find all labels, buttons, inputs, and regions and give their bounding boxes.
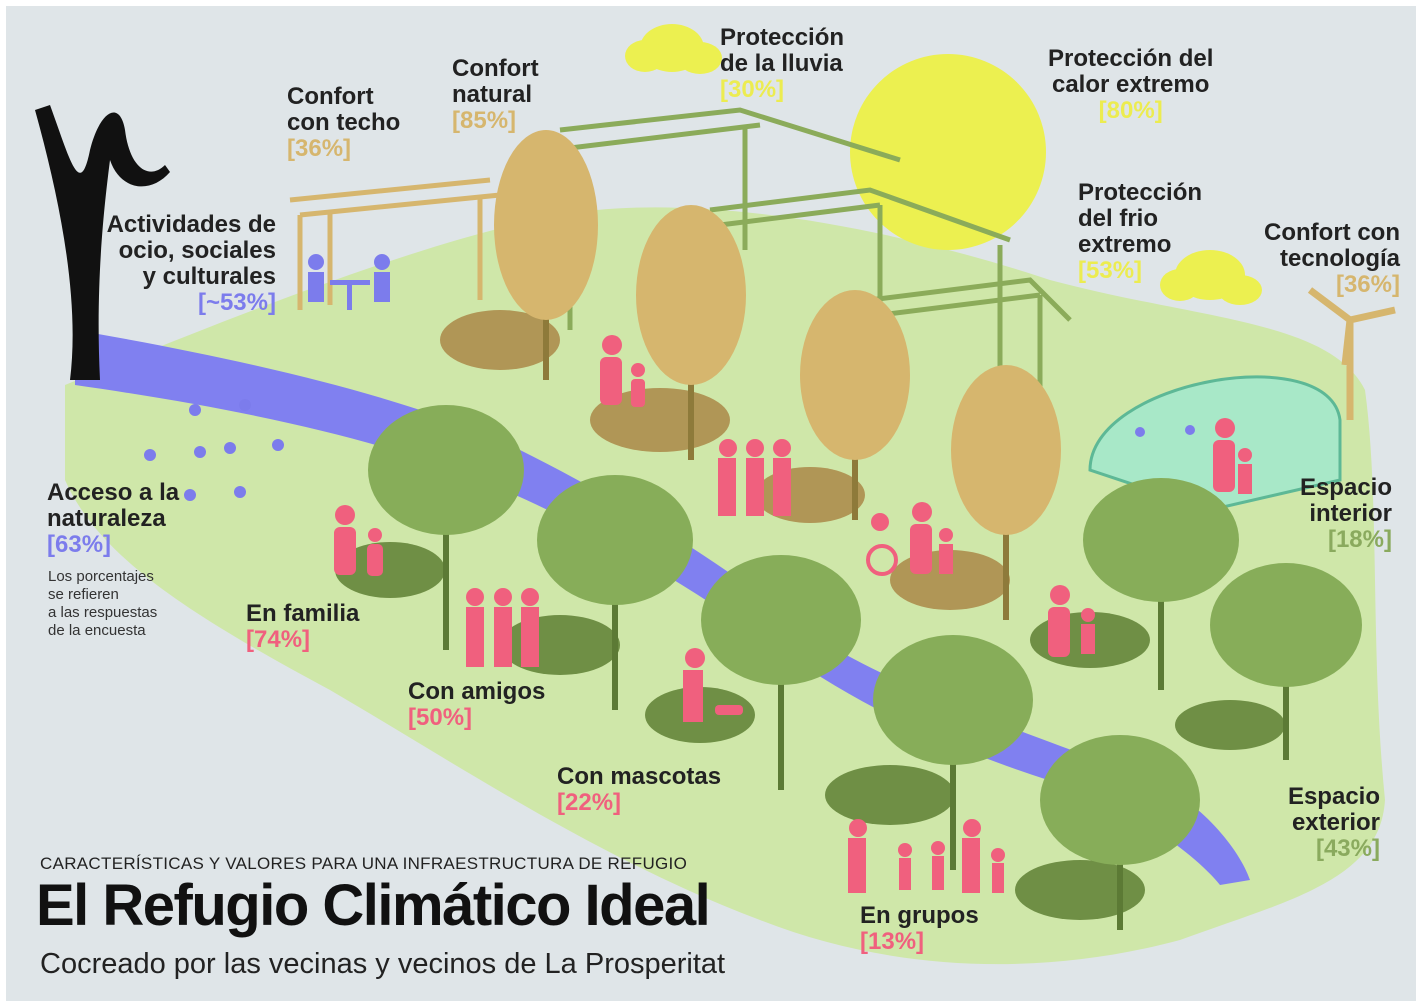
label-line: Acceso a la [47,480,179,506]
title: El Refugio Climático Ideal [36,872,709,939]
subtitle: CARACTERÍSTICAS Y VALORES PARA UNA INFRA… [40,854,687,874]
label-line: de la lluvia [720,51,844,77]
label: En grupos[13%] [860,903,979,955]
percent: [74%] [246,627,359,653]
label-line: naturaleza [47,506,179,532]
percent: [18%] [1300,527,1392,553]
note-line: a las respuestas [48,604,157,622]
tagline: Cocreado por las vecinas y vecinos de La… [40,948,725,981]
label-line: Protección [720,25,844,51]
label-line: tecnología [1264,246,1400,272]
percent: [50%] [408,705,545,731]
label-line: natural [452,82,539,108]
label-line: interior [1300,501,1392,527]
note-line: Los porcentajes [48,568,157,586]
percent: [36%] [1264,272,1400,298]
percent: [53%] [1078,258,1202,284]
label-line: Espacio [1300,475,1392,501]
percent: [36%] [287,136,400,162]
label: En familia[74%] [246,601,359,653]
label-line: Protección [1078,180,1202,206]
label-line: con techo [287,110,400,136]
percent: [80%] [1048,98,1213,124]
label-line: Espacio [1288,784,1380,810]
label-line: Actividades de [107,212,276,238]
label-line: Con amigos [408,679,545,705]
label-line: ocio, sociales [107,238,276,264]
label-line: Confort [452,56,539,82]
label-line: extremo [1078,232,1202,258]
note-line: de la encuesta [48,622,157,640]
percent: [43%] [1288,836,1380,862]
label-line: Confort [287,84,400,110]
label-line: del frio [1078,206,1202,232]
percent: [22%] [557,790,721,816]
label-line: Con mascotas [557,764,721,790]
label-line: y culturales [107,264,276,290]
infographic: Los porcentajesse refierena las respuest… [0,0,1421,1007]
label-line: exterior [1288,810,1380,836]
label-line: En familia [246,601,359,627]
label: Con amigos[50%] [408,679,545,731]
note-line: se refieren [48,586,157,604]
label-line: En grupos [860,903,979,929]
label-line: Protección del [1048,46,1213,72]
label-line: calor extremo [1048,72,1213,98]
percent: [63%] [47,532,179,558]
label-line: Confort con [1264,220,1400,246]
percent: [13%] [860,929,979,955]
percent: [~53%] [107,290,276,316]
percent: [30%] [720,77,844,103]
percent: [85%] [452,108,539,134]
label: Con mascotas[22%] [557,764,721,816]
